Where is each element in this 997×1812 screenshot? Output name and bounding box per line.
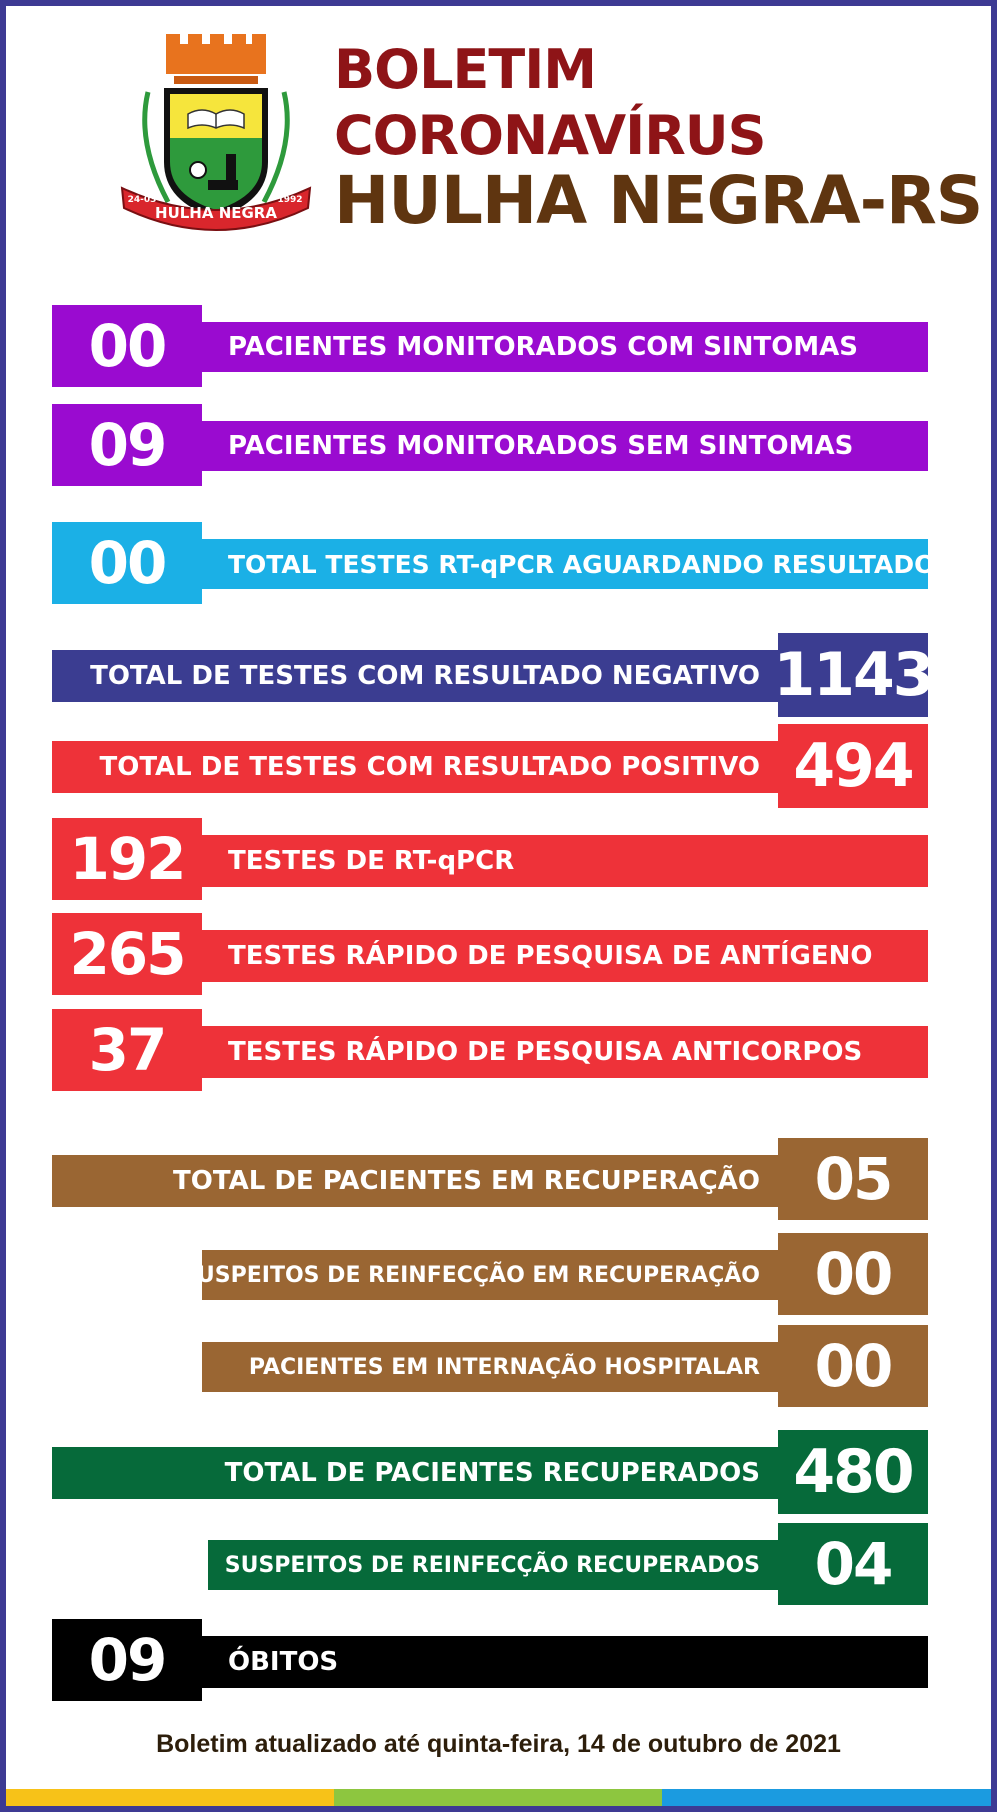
recovered-value: 480 [778, 1430, 928, 1514]
antigen-tests-value: 265 [52, 913, 202, 995]
positive-tests-value: 494 [778, 724, 928, 808]
crest-date-text: 24-03 [128, 195, 157, 205]
monitored-with-symptoms-value: 00 [52, 305, 202, 387]
crest-banner-text: HULHA NEGRA [155, 204, 277, 222]
title-municipality: HULHA NEGRA-RS [334, 162, 983, 239]
update-date-text: Boletim atualizado até quinta-feira, 14 … [156, 1730, 841, 1758]
monitored-without-symptoms-value: 09 [52, 404, 202, 486]
recovered-label: TOTAL DE PACIENTES RECUPERADOS [52, 1447, 778, 1499]
reinfection-recovered-value: 04 [778, 1523, 928, 1605]
negative-tests-value: 1143 [774, 633, 935, 717]
footer-stripe-green [334, 1789, 662, 1806]
monitored-with-symptoms-label: PACIENTES MONITORADOS COM SINTOMAS [202, 322, 928, 372]
hospitalized-label: PACIENTES EM INTERNAÇÃO HOSPITALAR [202, 1342, 778, 1392]
monitored-without-symptoms-label: PACIENTES MONITORADOS SEM SINTOMAS [202, 421, 928, 471]
municipal-crest-logo: HULHA NEGRA 24-03 1992 [120, 34, 312, 231]
awaiting-results-label: TOTAL TESTES RT-qPCR AGUARDANDO RESULTAD… [202, 539, 953, 589]
rt-qpcr-tests-label: TESTES DE RT-qPCR [202, 835, 928, 887]
crest-year-text: 1992 [277, 195, 302, 205]
reinfection-recovered-label: SUSPEITOS DE REINFECÇÃO RECUPERADOS [208, 1540, 778, 1590]
in-recovery-value: 05 [778, 1138, 928, 1220]
title-coronavirus: CORONAVÍRUS [334, 104, 767, 167]
negative-tests-label: TOTAL DE TESTES COM RESULTADO NEGATIVO [52, 650, 778, 702]
deaths-label: ÓBITOS [202, 1636, 928, 1688]
reinfection-in-recovery-value: 00 [778, 1233, 928, 1315]
footer-stripe-yellow [6, 1789, 334, 1806]
in-recovery-label: TOTAL DE PACIENTES EM RECUPERAÇÃO [52, 1155, 778, 1207]
antibody-tests-label: TESTES RÁPIDO DE PESQUISA ANTICORPOS [202, 1026, 928, 1078]
antigen-tests-label: TESTES RÁPIDO DE PESQUISA DE ANTÍGENO [202, 930, 928, 982]
title-boletim: BOLETIM [334, 38, 597, 101]
positive-tests-label: TOTAL DE TESTES COM RESULTADO POSITIVO [52, 741, 778, 793]
footer-stripe-blue [662, 1789, 991, 1806]
deaths-value: 09 [52, 1619, 202, 1701]
hospitalized-value: 00 [778, 1325, 928, 1407]
antibody-tests-value: 37 [52, 1009, 202, 1091]
reinfection-in-recovery-label: SUSPEITOS DE REINFECÇÃO EM RECUPERAÇÃO [181, 1250, 778, 1300]
awaiting-results-value: 00 [52, 522, 202, 604]
rt-qpcr-tests-value: 192 [52, 818, 202, 900]
